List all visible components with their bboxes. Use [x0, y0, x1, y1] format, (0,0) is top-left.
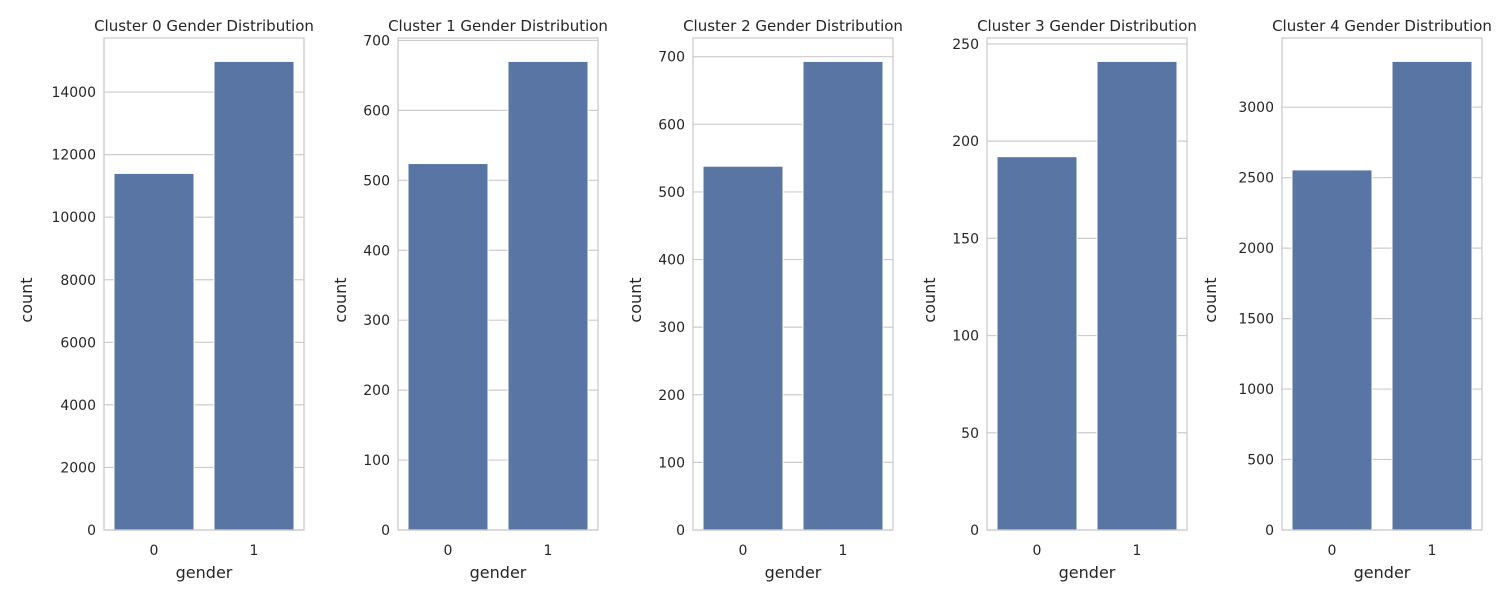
- x-tick-label: 1: [1428, 543, 1437, 559]
- bar-0: [113, 172, 195, 531]
- y-tick-label: 500: [363, 173, 390, 189]
- x-tick-label: 1: [839, 543, 848, 559]
- chart-panel-0: 0 2000 4000 6000 8000 10000 12000 14000 0 1 gender…: [17, 17, 314, 582]
- y-tick-label: 8000: [60, 273, 96, 289]
- bar-0: [702, 165, 784, 531]
- y-tick-label: 150: [952, 231, 979, 247]
- plot-frame: [397, 37, 599, 531]
- y-tick-label: 250: [952, 37, 979, 53]
- y-tick-label: 300: [658, 320, 685, 336]
- y-tick-label: 100: [658, 455, 685, 471]
- x-axis-label: gender: [765, 563, 822, 582]
- plot-frame: [1281, 37, 1483, 531]
- y-tick-label: 500: [658, 185, 685, 201]
- chart-panel-2: 0 100 200 300 400 500 600 700 0 1 gender count Clust…: [626, 17, 903, 582]
- y-tick-label: 4000: [60, 398, 96, 414]
- chart-title: Cluster 4 Gender Distribution: [1272, 17, 1492, 35]
- y-axis-label: count: [331, 277, 350, 322]
- chart-title: Cluster 3 Gender Distribution: [977, 17, 1197, 35]
- y-tick-label: 0: [381, 523, 390, 539]
- x-axis-label: gender: [470, 563, 527, 582]
- x-tick-label: 1: [1133, 543, 1142, 559]
- y-tick-label: 0: [970, 523, 979, 539]
- chart-panel-1: 0 100 200 300 400 500 600 700 0 1 gender count Clust…: [331, 17, 608, 582]
- y-tick-label: 600: [658, 117, 685, 133]
- y-tick-label: 200: [363, 383, 390, 399]
- chart-title: Cluster 2 Gender Distribution: [683, 17, 903, 35]
- bar-0: [1291, 169, 1373, 531]
- y-tick-label: 500: [1247, 453, 1274, 469]
- y-tick-label: 6000: [60, 335, 96, 351]
- bar-0: [996, 156, 1078, 531]
- bar-1: [1096, 60, 1178, 531]
- y-tick-label: 400: [363, 243, 390, 259]
- y-tick-label: 10000: [51, 210, 96, 226]
- plot-frame: [103, 37, 305, 531]
- y-axis-label: count: [920, 277, 939, 322]
- x-tick-label: 0: [444, 543, 453, 559]
- y-tick-label: 100: [952, 329, 979, 345]
- bar-0: [407, 163, 489, 531]
- y-tick-label: 2500: [1238, 171, 1274, 187]
- bar-1: [1391, 60, 1473, 531]
- y-tick-label: 100: [363, 453, 390, 469]
- x-axis-label: gender: [1059, 563, 1116, 582]
- bar-1: [213, 60, 295, 531]
- x-tick-label: 0: [1033, 543, 1042, 559]
- y-tick-label: 600: [363, 103, 390, 119]
- y-tick-label: 0: [1265, 523, 1274, 539]
- x-tick-label: 1: [544, 543, 553, 559]
- y-tick-label: 200: [658, 388, 685, 404]
- x-axis-label: gender: [176, 563, 233, 582]
- y-tick-label: 700: [363, 33, 390, 49]
- chart-panel-4: 0 500 1000 1500 2000 2500 3000 0 1 gender count Clu…: [1201, 17, 1492, 582]
- y-tick-label: 1000: [1238, 382, 1274, 398]
- chart-title: Cluster 0 Gender Distribution: [94, 17, 314, 35]
- y-tick-label: 12000: [51, 148, 96, 164]
- chart-title: Cluster 1 Gender Distribution: [388, 17, 608, 35]
- y-axis-label: count: [626, 277, 645, 322]
- y-axis-label: count: [17, 277, 36, 322]
- x-tick-label: 0: [739, 543, 748, 559]
- y-axis-label: count: [1201, 277, 1220, 322]
- y-tick-label: 0: [87, 523, 96, 539]
- y-tick-label: 0: [676, 523, 685, 539]
- plot-frame: [692, 37, 894, 531]
- x-tick-label: 1: [250, 543, 259, 559]
- y-tick-label: 400: [658, 253, 685, 269]
- x-tick-label: 0: [1328, 543, 1337, 559]
- x-axis-label: gender: [1354, 563, 1411, 582]
- y-tick-label: 2000: [60, 460, 96, 476]
- y-tick-label: 1500: [1238, 312, 1274, 328]
- bar-1: [802, 60, 884, 531]
- y-tick-label: 200: [952, 134, 979, 150]
- x-tick-label: 0: [150, 543, 159, 559]
- bar-1: [507, 60, 589, 531]
- y-tick-label: 2000: [1238, 241, 1274, 257]
- y-tick-label: 700: [658, 50, 685, 66]
- plot-frame: [986, 37, 1188, 531]
- y-tick-label: 14000: [51, 85, 96, 101]
- y-tick-label: 300: [363, 313, 390, 329]
- chart-panel-3: 0 50 100 150 200 250 0 1 gender count Cluster 3 Ge…: [920, 17, 1197, 582]
- y-tick-label: 3000: [1238, 100, 1274, 116]
- y-tick-label: 50: [961, 426, 979, 442]
